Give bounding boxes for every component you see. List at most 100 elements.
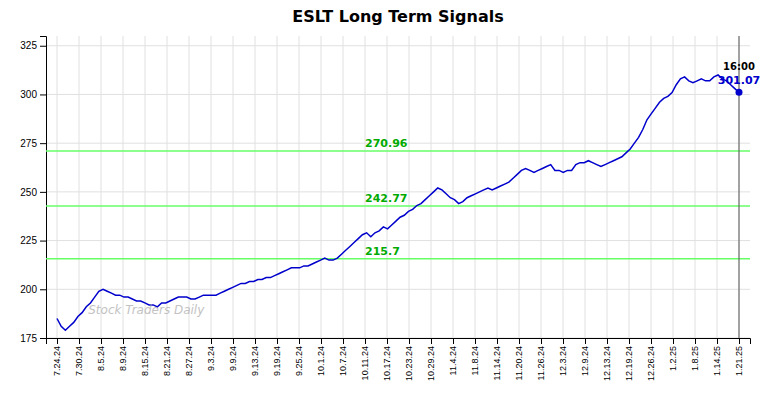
chart: 7.24.24 7.30.24 8.5.24 8.9.24 8.15.24 8.21.24…: [0, 0, 784, 398]
x-tick-label: 11.4.24: [448, 346, 458, 375]
y-tick: 175: [20, 333, 46, 344]
y-tick-label: 325: [20, 40, 37, 51]
x-tick-mark: [563, 338, 564, 344]
x-tick: 1.21.25: [734, 338, 744, 376]
x-tick-mark: [343, 338, 344, 344]
x-tick: 10.1.24: [316, 338, 326, 376]
x-tick-mark: [321, 338, 322, 344]
y-tick: 250: [20, 187, 46, 198]
signal-line: [46, 258, 750, 260]
x-tick-label: 1.21.25: [734, 346, 744, 376]
grid-line-x: [453, 36, 454, 338]
x-tick-label: 12.19.24: [624, 346, 634, 381]
x-tick-mark: [299, 338, 300, 344]
x-tick-label: 12.3.24: [558, 346, 568, 376]
grid-line-x: [365, 36, 366, 338]
y-tick-label: 200: [20, 284, 37, 295]
x-tick-label: 8.21.24: [162, 346, 172, 376]
x-tick-mark: [79, 338, 80, 344]
x-tick: 10.11.24: [360, 338, 370, 380]
grid-line-x: [431, 36, 432, 338]
grid-line-x: [541, 36, 542, 338]
last-point: [736, 89, 743, 96]
x-tick: 10.7.24: [338, 338, 348, 376]
x-tick-label: 7.30.24: [74, 346, 84, 376]
x-tick-mark: [277, 338, 278, 344]
x-tick: 11.8.24: [470, 338, 480, 375]
y-tick-mark: [40, 46, 46, 47]
signal-label: 215.7: [365, 245, 400, 258]
grid-line-x: [101, 36, 102, 338]
signal-line: [46, 205, 750, 207]
plot: 7.24.24 7.30.24 8.5.24 8.9.24 8.15.24 8.21.24…: [20, 36, 760, 381]
x-tick-label: 11.8.24: [470, 346, 480, 375]
y-tick-mark: [40, 289, 46, 290]
y-tick-mark: [40, 338, 46, 339]
x-tick-mark: [255, 338, 256, 344]
x-tick-mark: [651, 338, 652, 344]
x-tick-label: 10.17.24: [382, 346, 392, 381]
x-tick-label: 8.15.24: [140, 346, 150, 376]
grid-line-x: [343, 36, 344, 338]
grid-line-x: [299, 36, 300, 338]
x-tick-label: 9.13.24: [250, 346, 260, 376]
y-tick-mark: [40, 143, 46, 144]
grid-line-x: [321, 36, 322, 338]
price-line: [57, 75, 739, 330]
y-tick-label: 250: [20, 187, 37, 198]
x-tick: 8.21.24: [162, 338, 172, 376]
grid-line-x: [409, 36, 410, 338]
signal-label: 242.77: [365, 192, 407, 205]
x-tick-mark: [673, 338, 674, 344]
x-tick-mark: [607, 338, 608, 344]
title: ESLT Long Term Signals: [292, 7, 504, 26]
y-tick: 325: [20, 40, 46, 51]
y-axis-line: [40, 37, 47, 339]
marks: [46, 36, 750, 338]
y-tick-mark: [40, 94, 46, 95]
x-tick: 11.26.24: [536, 338, 546, 380]
y-tick: 275: [20, 138, 46, 149]
x-tick-mark: [189, 338, 190, 344]
x-tick-label: 10.23.24: [404, 346, 414, 381]
x-tick-mark: [365, 338, 366, 344]
x-tick: 9.9.24: [228, 338, 238, 371]
y-tick-label: 275: [20, 138, 37, 149]
grid-line-x: [607, 36, 608, 338]
grid-line-x: [475, 36, 476, 338]
x-tick-mark: [475, 338, 476, 344]
grid-line-x: [651, 36, 652, 338]
signal-label: 270.96: [365, 137, 408, 150]
x-tick: 12.9.24: [580, 338, 590, 376]
x-tick: 10.23.24: [404, 338, 414, 381]
x-tick-label: 8.9.24: [118, 346, 128, 371]
x-tick: 7.24.24: [52, 338, 62, 376]
x-tick: 10.29.24: [426, 338, 436, 381]
y-tick: 300: [20, 89, 46, 100]
x-tick: 11.14.24: [492, 338, 502, 380]
x-tick: 9.19.24: [272, 338, 282, 376]
x-tick-mark: [453, 338, 454, 344]
x-tick-mark: [431, 338, 432, 344]
x-tick: 8.15.24: [140, 338, 150, 376]
x-tick: 9.3.24: [206, 338, 216, 371]
x-tick: 8.5.24: [96, 338, 106, 371]
grid-line-y: [46, 94, 750, 95]
x-tick-mark: [57, 338, 58, 344]
x-tick: 1.8.25: [690, 338, 700, 371]
watermark: Stock Traders Daily: [88, 303, 205, 317]
x-tick-mark: [519, 338, 520, 344]
x-tick-label: 12.13.24: [602, 346, 612, 381]
signal-line: [46, 150, 750, 152]
x-tick-mark: [695, 338, 696, 344]
x-tick-label: 10.7.24: [338, 346, 348, 376]
x-tick-mark: [211, 338, 212, 344]
grid: [46, 36, 750, 338]
x-tick-mark: [167, 338, 168, 344]
grid-line-x: [145, 36, 146, 338]
x-tick: 8.9.24: [118, 338, 128, 371]
x-tick-label: 11.14.24: [492, 346, 502, 380]
grid-line-x: [233, 36, 234, 338]
x-tick: 12.13.24: [602, 338, 612, 381]
x-tick-label: 12.9.24: [580, 346, 590, 376]
